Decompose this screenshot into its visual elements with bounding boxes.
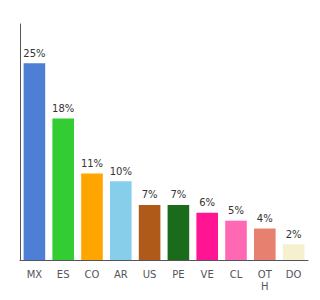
- svg-text:AR: AR: [114, 269, 128, 280]
- svg-text:2%: 2%: [286, 229, 302, 240]
- svg-text:7%: 7%: [142, 189, 158, 200]
- svg-text:OT: OT: [258, 269, 273, 280]
- svg-text:5%: 5%: [228, 205, 244, 216]
- svg-text:18%: 18%: [52, 103, 74, 114]
- svg-text:PE: PE: [172, 269, 184, 280]
- svg-text:7%: 7%: [170, 189, 186, 200]
- svg-text:H: H: [261, 281, 269, 292]
- svg-text:CO: CO: [85, 269, 100, 280]
- svg-text:DO: DO: [286, 269, 302, 280]
- svg-text:10%: 10%: [110, 166, 132, 177]
- svg-text:25%: 25%: [23, 48, 45, 59]
- svg-text:US: US: [143, 269, 157, 280]
- svg-text:VE: VE: [201, 269, 214, 280]
- svg-text:CL: CL: [230, 269, 243, 280]
- svg-text:11%: 11%: [81, 158, 103, 169]
- svg-text:6%: 6%: [199, 197, 215, 208]
- svg-text:ES: ES: [57, 269, 70, 280]
- svg-text:MX: MX: [27, 269, 43, 280]
- svg-text:4%: 4%: [257, 213, 273, 224]
